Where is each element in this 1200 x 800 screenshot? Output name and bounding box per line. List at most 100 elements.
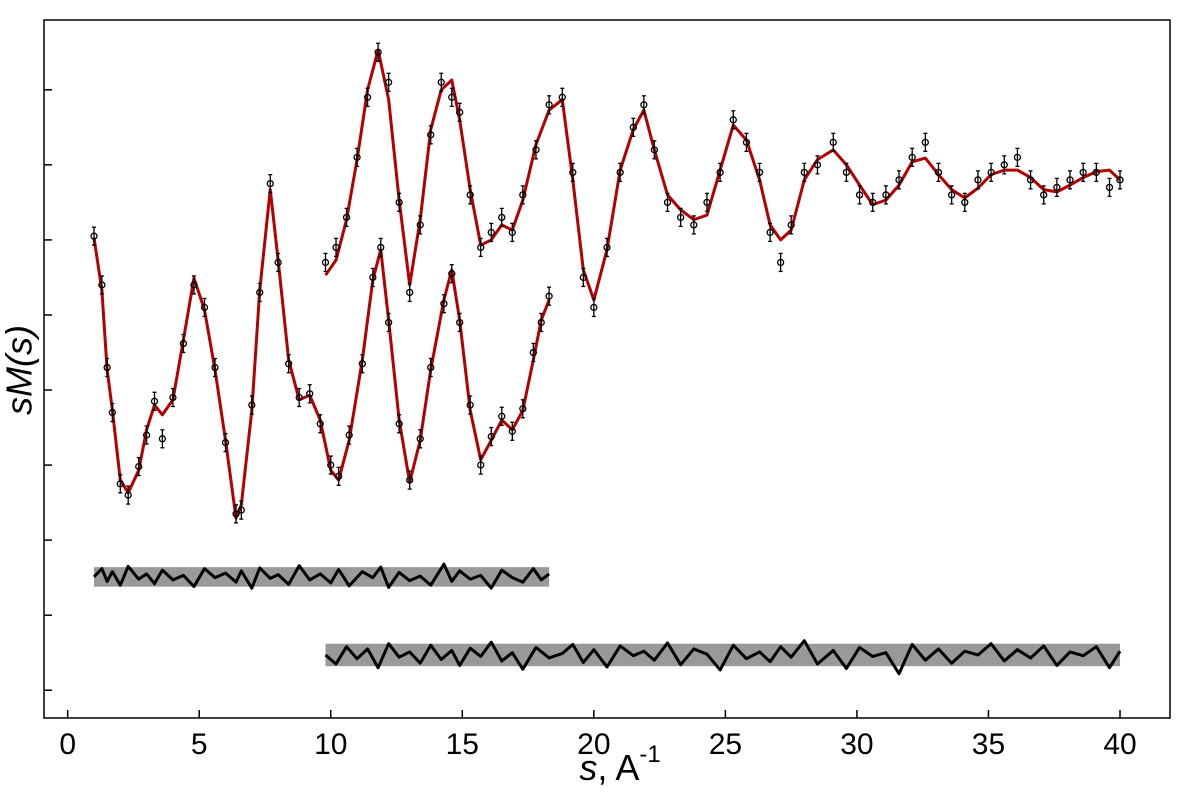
data-point: [477, 243, 485, 252]
data-point: [150, 397, 159, 405]
data-point: [477, 461, 485, 469]
data-point: [342, 213, 351, 222]
x-tick-label: 35: [972, 728, 1005, 761]
data-point: [384, 318, 393, 327]
data-point: [190, 281, 198, 289]
data-point: [363, 93, 372, 101]
data-point: [508, 228, 516, 237]
data-point: [374, 48, 382, 56]
data-point: [427, 363, 435, 372]
data-point: [579, 273, 587, 282]
x-label-symbol: s: [579, 747, 597, 788]
data-point: [545, 292, 553, 300]
data-point: [456, 318, 464, 327]
data-point: [1053, 183, 1061, 192]
y-axis-label: sM(s): [0, 325, 40, 415]
residual-band: [325, 643, 1121, 667]
data-point: [800, 168, 808, 177]
data-point: [895, 176, 903, 184]
data-point: [437, 78, 445, 86]
data-point: [529, 348, 537, 357]
data-point: [961, 198, 969, 207]
x-tick-label: 25: [709, 728, 742, 761]
data-point: [456, 108, 464, 116]
data-point: [855, 191, 864, 199]
data-point: [369, 273, 377, 282]
data-point: [200, 303, 209, 312]
data-point: [1092, 168, 1100, 177]
data-point: [124, 491, 132, 499]
data-point: [508, 427, 516, 435]
data-point: [358, 360, 366, 368]
data-point: [1105, 183, 1114, 192]
data-point: [882, 191, 890, 199]
data-point: [274, 258, 282, 267]
data-point: [1013, 153, 1022, 161]
data-point: [1079, 168, 1087, 177]
data-point: [285, 360, 293, 368]
data-point: [316, 420, 324, 428]
data-point: [677, 213, 685, 222]
data-point: [142, 431, 151, 439]
data-point: [427, 131, 435, 139]
data-point: [640, 101, 648, 109]
data-point: [335, 472, 343, 480]
data-point: [766, 228, 774, 237]
residual-line: [324, 639, 1122, 676]
data-point: [448, 93, 456, 101]
data-point: [384, 78, 393, 86]
x-tick-label: 5: [191, 728, 208, 761]
x-tick-label: 10: [314, 728, 347, 761]
data-point: [650, 146, 659, 154]
data-point: [321, 258, 330, 267]
data-point: [416, 221, 424, 229]
data-point: [787, 221, 795, 229]
data-point: [211, 363, 219, 372]
data-point: [498, 213, 506, 222]
x-tick-label: 30: [840, 728, 873, 761]
data-point: [306, 390, 314, 398]
data-point: [1000, 161, 1008, 169]
data-point: [776, 258, 785, 267]
data-point: [921, 138, 929, 146]
data-point: [169, 393, 177, 402]
data-point: [629, 123, 637, 131]
data-point: [103, 363, 111, 372]
data-point: [295, 393, 303, 402]
data-point: [108, 408, 117, 417]
data-point: [377, 243, 385, 252]
data-point: [987, 168, 995, 177]
x-label-power: -1: [639, 741, 660, 768]
data-point: [256, 288, 264, 297]
data-point: [487, 228, 495, 237]
data-point: [98, 281, 106, 289]
x-tick-label: 20: [577, 728, 610, 761]
data-point: [716, 168, 724, 177]
data-point: [135, 462, 143, 471]
residual-line: [92, 562, 551, 590]
data-point: [974, 176, 982, 184]
data-point: [1026, 176, 1035, 184]
data-point: [487, 432, 495, 441]
data-point: [519, 191, 527, 199]
data-point: [1116, 176, 1124, 184]
data-point: [742, 138, 751, 146]
data-point: [690, 221, 698, 229]
data-point: [158, 435, 167, 443]
data-point: [869, 198, 877, 207]
x-label-unit: , A: [597, 747, 639, 788]
x-tick-label: 40: [1103, 728, 1136, 761]
data-point: [232, 510, 240, 518]
x-tick-label: 0: [59, 728, 76, 761]
data-point: [266, 179, 274, 188]
data-point: [537, 318, 545, 327]
data-point: [221, 438, 230, 447]
data-point: [603, 243, 611, 252]
data-point: [332, 243, 340, 252]
data-point: [406, 288, 414, 297]
data-point: [813, 161, 822, 169]
data-point: [947, 191, 956, 199]
data-point: [755, 168, 764, 177]
data-point: [395, 198, 403, 207]
data-point: [532, 146, 540, 154]
